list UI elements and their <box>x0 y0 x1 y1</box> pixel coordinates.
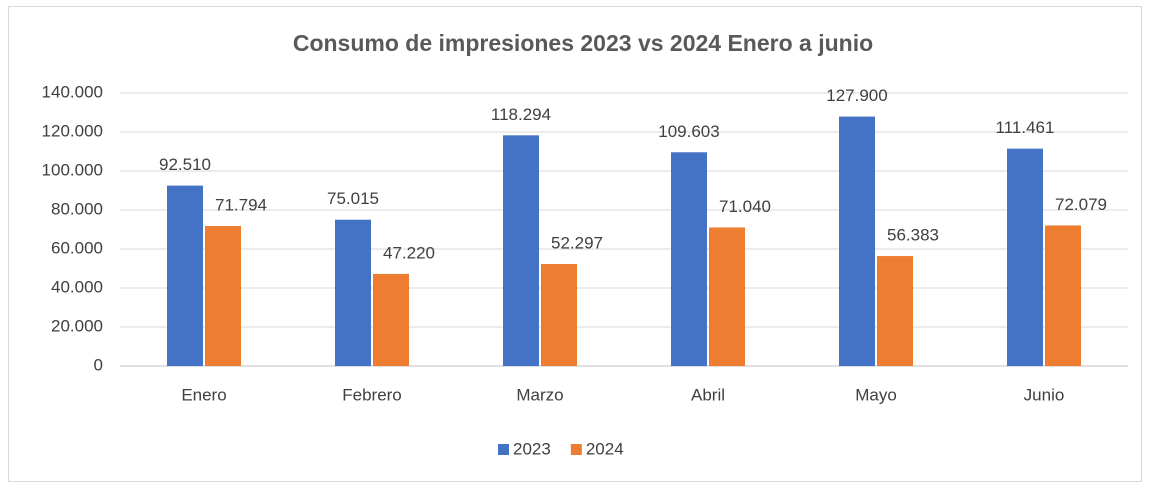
chart-title: Consumo de impresiones 2023 vs 2024 Ener… <box>293 30 873 56</box>
x-tick-label: Febrero <box>342 385 402 404</box>
bar <box>335 219 371 366</box>
x-tick-label: Enero <box>181 385 226 404</box>
bar <box>541 264 577 366</box>
y-tick-label: 140.000 <box>42 82 103 101</box>
y-tick-label: 80.000 <box>51 199 103 218</box>
y-tick-label: 120.000 <box>42 121 103 140</box>
data-label: 111.461 <box>996 118 1055 137</box>
legend-label: 2024 <box>586 439 624 458</box>
bar <box>1045 225 1081 366</box>
y-tick-label: 20.000 <box>51 316 103 335</box>
legend-swatch <box>498 444 509 455</box>
y-tick-label: 40.000 <box>51 277 103 296</box>
data-label: 75.015 <box>327 189 379 208</box>
bar <box>373 273 409 366</box>
bar <box>205 226 241 366</box>
data-label: 72.079 <box>1055 195 1107 214</box>
bar <box>709 227 745 366</box>
x-tick-label: Mayo <box>855 385 897 404</box>
data-label: 52.297 <box>551 234 603 253</box>
y-tick-label: 60.000 <box>51 238 103 257</box>
x-tick-label: Marzo <box>516 385 563 404</box>
data-label: 92.510 <box>159 155 211 174</box>
data-label: 71.040 <box>719 197 771 216</box>
bar <box>1007 148 1043 366</box>
data-label: 71.794 <box>215 195 267 214</box>
data-label: 118.294 <box>491 105 551 124</box>
y-tick-label: 100.000 <box>42 160 103 179</box>
bar <box>503 135 539 366</box>
data-label: 127.900 <box>826 86 887 105</box>
x-tick-label: Junio <box>1024 385 1065 404</box>
bar <box>877 256 913 366</box>
legend-swatch <box>570 444 582 455</box>
bar <box>167 185 203 366</box>
y-tick-label: 0 <box>94 355 103 374</box>
bar <box>839 116 875 366</box>
x-tick-label: Abril <box>691 385 725 404</box>
data-label: 56.383 <box>887 226 939 245</box>
legend-label: 2023 <box>513 439 551 458</box>
data-label: 109.603 <box>658 122 719 141</box>
data-label: 47.220 <box>383 243 435 262</box>
bar <box>671 152 707 366</box>
